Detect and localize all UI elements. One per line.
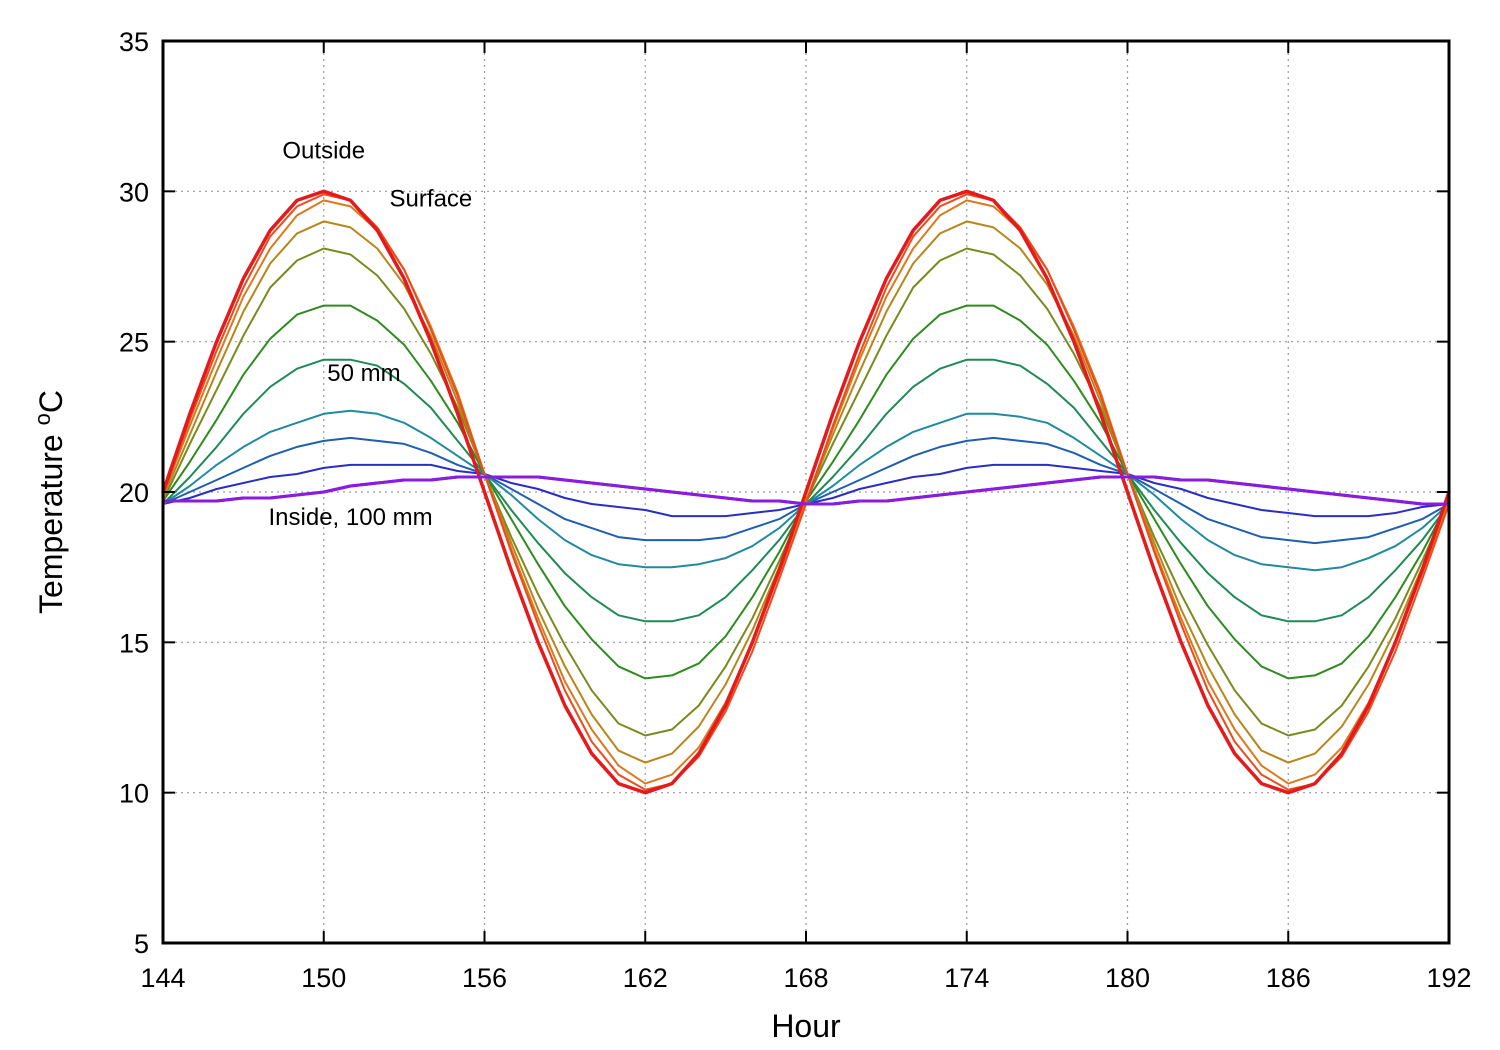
data-series — [161, 189, 1451, 795]
x-axis-title: Hour — [771, 1008, 841, 1044]
annotation-label: Surface — [390, 185, 473, 212]
x-tick-label: 192 — [1426, 963, 1471, 993]
y-tick-label: 10 — [119, 779, 149, 809]
y-tick-label: 20 — [119, 478, 149, 508]
y-tick-label: 30 — [119, 177, 149, 207]
y-tick-label: 15 — [119, 628, 149, 658]
x-tick-label: 168 — [783, 963, 828, 993]
y-tick-label: 35 — [119, 27, 149, 57]
annotation-label: Outside — [282, 137, 365, 164]
series-line-inside-top — [163, 475, 1449, 506]
y-axis-unit-letter: C — [33, 390, 69, 413]
y-tick-label: 5 — [134, 929, 149, 959]
annotations: Outside Surface 50 mm Inside, 100 mm — [269, 137, 473, 531]
axis-ticks: 144 150 156 162 168 174 180 186 192 5 10 15 20 25 30 35 — [119, 27, 1472, 993]
x-tick-label: 144 — [140, 963, 185, 993]
y-tick-label: 25 — [119, 328, 149, 358]
x-tick-label: 156 — [462, 963, 507, 993]
x-tick-label: 162 — [623, 963, 668, 993]
y-axis-title: Temperature oC — [30, 390, 69, 614]
x-tick-label: 150 — [301, 963, 346, 993]
series-line-0 — [161, 189, 1451, 795]
x-tick-label: 180 — [1105, 963, 1150, 993]
x-tick-label: 186 — [1266, 963, 1311, 993]
annotation-label: 50 mm — [327, 360, 400, 387]
annotation-label: Inside, 100 mm — [269, 504, 433, 531]
x-tick-label: 174 — [944, 963, 989, 993]
y-axis-unit-degree: o — [30, 413, 55, 425]
